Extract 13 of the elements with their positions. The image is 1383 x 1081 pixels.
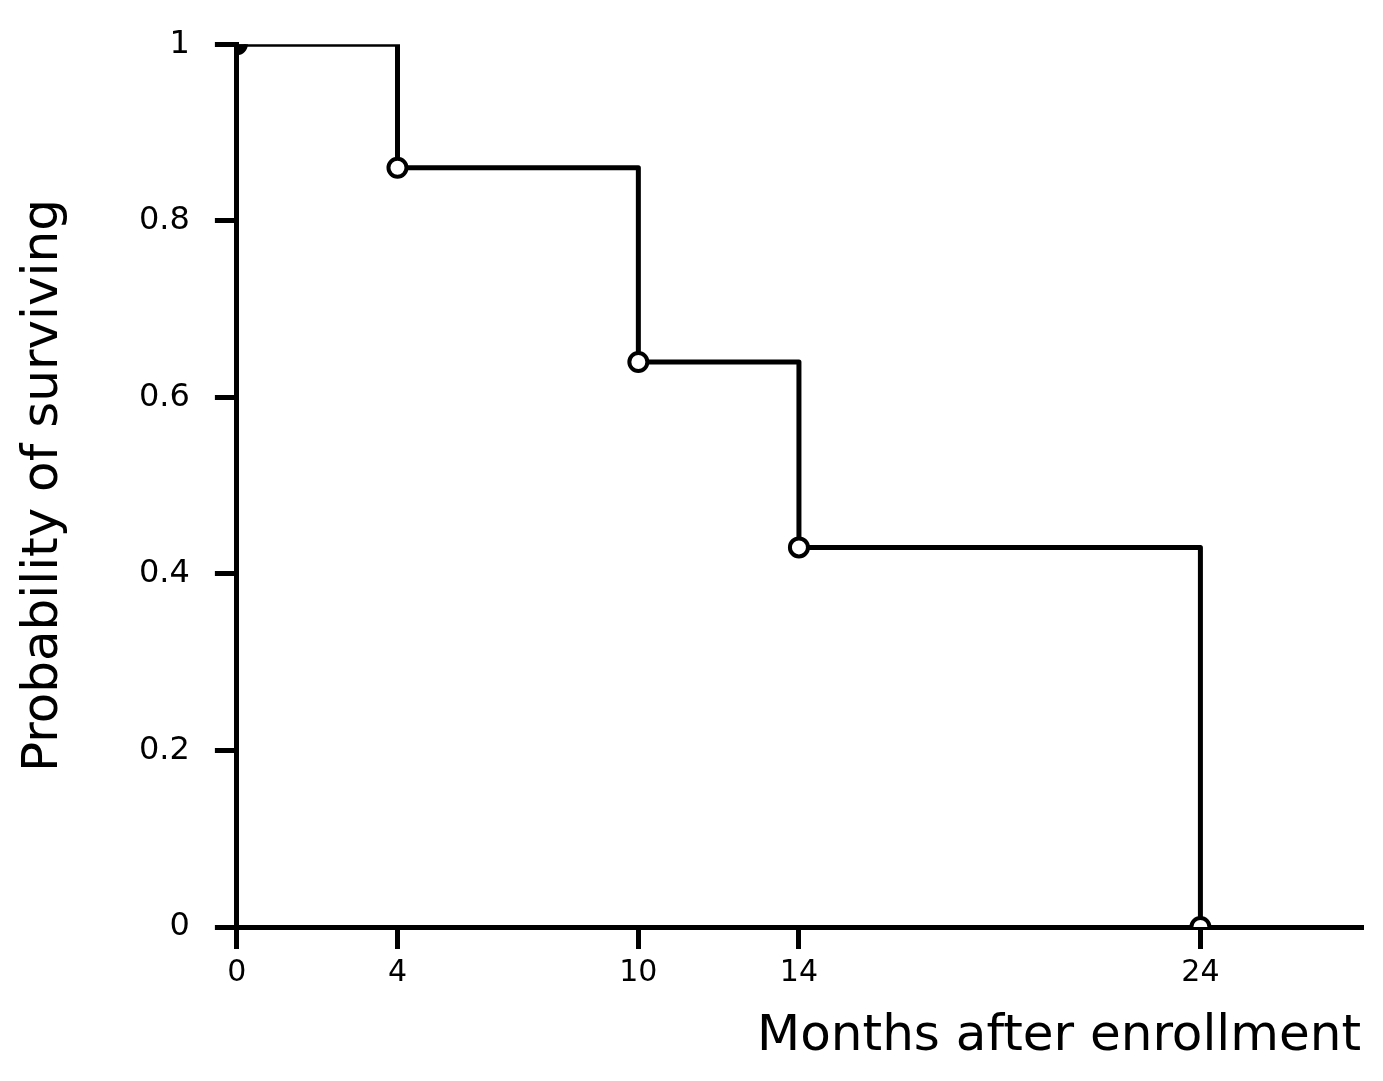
- y-axis-title: Probability of surviving: [10, 199, 69, 773]
- y-tick-label: 0.6: [139, 375, 190, 414]
- y-tick-label: 0.2: [139, 728, 190, 767]
- y-tick-label: 0.8: [139, 199, 190, 238]
- x-axis-title: Months after enrollment: [757, 1003, 1361, 1062]
- y-tick-label: 0.4: [139, 552, 190, 591]
- x-tick-label: 24: [1181, 952, 1220, 988]
- x-tick-label: 14: [779, 952, 819, 988]
- y-tick-label: 0: [169, 905, 190, 944]
- x-tick-label: 4: [387, 952, 408, 988]
- x-tick-label: 10: [619, 952, 658, 988]
- x-tick-label: 0: [227, 952, 247, 988]
- y-tick-label: 1: [169, 22, 190, 61]
